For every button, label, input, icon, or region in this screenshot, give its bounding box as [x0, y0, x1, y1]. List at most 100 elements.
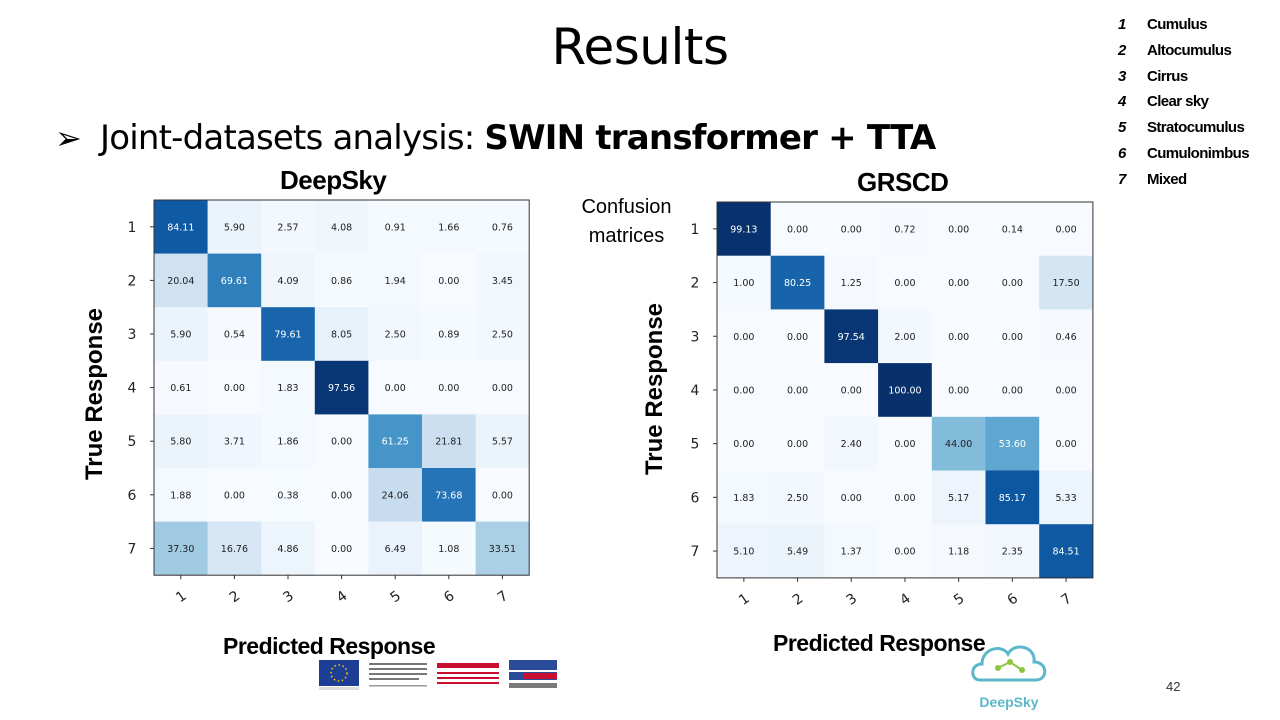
grscd-cell-value: 0.00 — [1055, 439, 1076, 450]
grscd-cell-value: 2.40 — [841, 439, 862, 450]
grscd-cell-value: 0.00 — [1055, 224, 1076, 235]
page-number: 42 — [1166, 679, 1181, 694]
grscd-y-tick-label: 7 — [691, 544, 700, 560]
grscd-cell-value: 0.00 — [841, 493, 862, 504]
deepsky-matrix-cell — [314, 253, 369, 308]
grscd-matrix-cell — [985, 309, 1040, 364]
grscd-matrix-cell — [824, 524, 879, 579]
deepsky-matrix-cell — [422, 200, 476, 254]
deepsky-matrix-cell — [314, 360, 369, 415]
grscd-matrix-cell — [824, 416, 879, 471]
deepsky-matrix-cell — [154, 360, 208, 415]
deepsky-cell-value: 0.00 — [331, 437, 352, 448]
grscd-cell-value: 1.83 — [733, 493, 754, 504]
deepsky-matrix-cell — [207, 307, 262, 362]
deepsky-cell-value: 61.25 — [382, 437, 409, 448]
legend-label: Cumulus — [1147, 16, 1208, 33]
grscd-cell-value: 5.49 — [787, 547, 808, 558]
grscd-cell-value: 0.00 — [787, 385, 808, 396]
grscd-matrix-cell — [985, 416, 1040, 471]
deepsky-matrix-cell — [368, 521, 423, 576]
deepsky-matrix-cell — [261, 360, 316, 415]
deepsky-matrix-cell — [475, 521, 530, 576]
grscd-x-axis-label: Predicted Response — [773, 630, 986, 656]
grscd-x-tick-label: 2 — [790, 591, 806, 609]
deepsky-cell-value: 1.08 — [438, 544, 459, 555]
grscd-cell-value: 0.00 — [841, 385, 862, 396]
deepsky-y-tick-label: 7 — [128, 541, 137, 557]
legend-number: 2 — [1118, 41, 1126, 59]
grscd-cell-value: 0.00 — [841, 224, 862, 235]
deepsky-cell-value: 79.61 — [274, 330, 301, 341]
grscd-cell-value: 0.00 — [948, 332, 969, 343]
deepsky-cell-value: 6.49 — [385, 544, 406, 555]
grscd-matrix-cell — [717, 470, 771, 525]
deepsky-matrix-cell — [261, 414, 316, 469]
deepsky-cell-value: 97.56 — [328, 383, 355, 394]
grscd-y-tick-label: 3 — [691, 329, 700, 345]
deepsky-cell-value: 0.38 — [277, 490, 298, 501]
deepsky-matrix-cell — [207, 200, 262, 254]
deepsky-y-tick-label: 2 — [128, 273, 137, 289]
grscd-matrix-cell — [717, 524, 771, 579]
grscd-matrix-cell — [770, 524, 825, 579]
grscd-cell-value: 0.00 — [894, 278, 915, 289]
legend-number: 4 — [1118, 93, 1126, 111]
grscd-x-tick-label: 7 — [1058, 591, 1074, 609]
bullet-bold-text: SWIN transformer + TTA — [484, 118, 936, 158]
grscd-cell-value: 5.33 — [1055, 493, 1076, 504]
grscd-cell-value: 0.00 — [787, 439, 808, 450]
grscd-confusion-matrix: 99.13 0.00 0.00 0.72 0.00 0.14 0.00 1.00 80.25 1.… — [691, 201, 1094, 609]
deepsky-matrix-cell — [207, 468, 262, 522]
deepsky-cell-value: 4.09 — [277, 276, 298, 287]
grscd-x-tick-label: 6 — [1005, 591, 1022, 609]
deepsky-cell-value: 5.90 — [224, 222, 245, 233]
grscd-matrix-cell — [878, 524, 933, 579]
deepsky-matrix-cell — [475, 468, 530, 522]
deepsky-cell-value: 0.00 — [492, 383, 513, 394]
grscd-matrix-cell — [1039, 524, 1094, 579]
grscd-x-tick-label: 1 — [736, 591, 752, 609]
deepsky-cell-value: 0.00 — [331, 544, 352, 555]
bullet-line: ➢ Joint-datasets analysis: SWIN transform… — [55, 118, 936, 158]
slide-title: Results — [551, 18, 729, 76]
grscd-y-tick-label: 2 — [691, 276, 700, 292]
grscd-cell-value: 80.25 — [784, 278, 811, 289]
grscd-matrix-cell — [878, 255, 933, 310]
grscd-matrix-cell — [770, 416, 825, 471]
deepsky-matrix-cell — [368, 200, 423, 254]
grscd-cell-value: 1.37 — [841, 547, 862, 558]
grscd-cell-value: 2.00 — [894, 332, 915, 343]
grscd-chart-title: GRSCD — [857, 167, 949, 197]
deepsky-cell-value: 21.81 — [435, 437, 462, 448]
grscd-x-tick-label: 3 — [844, 591, 860, 609]
deepsky-matrix-cell — [475, 360, 530, 415]
deepsky-chart-title: DeepSky — [280, 165, 387, 195]
deepsky-matrix-cell — [261, 307, 316, 362]
deepsky-cell-value: 2.50 — [492, 330, 513, 341]
deepsky-matrix-cell — [422, 253, 476, 308]
grscd-x-tick-label: 4 — [897, 591, 914, 609]
grscd-cell-value: 53.60 — [999, 439, 1026, 450]
grscd-matrix-cell — [878, 309, 933, 364]
grscd-matrix-cell — [931, 255, 986, 310]
grscd-matrix-cell — [1039, 363, 1094, 418]
grscd-cell-value: 17.50 — [1052, 278, 1079, 289]
grscd-matrix-cell — [717, 416, 771, 471]
deepsky-matrix-cell — [207, 253, 262, 308]
grscd-matrix-cell — [824, 255, 879, 310]
deepsky-cell-value: 0.00 — [438, 276, 459, 287]
deepsky-matrix-cell — [422, 360, 476, 415]
grscd-matrix-cell — [717, 255, 771, 310]
program-text-icon — [369, 663, 427, 687]
deepsky-matrix-cell — [154, 253, 208, 308]
deepsky-y-tick-label: 3 — [128, 327, 137, 343]
grscd-cell-value: 0.00 — [733, 332, 754, 343]
grscd-matrix-cell — [770, 255, 825, 310]
deepsky-matrix-cell — [154, 521, 208, 576]
grscd-matrix-cell — [824, 202, 879, 256]
deepsky-cell-value: 3.71 — [224, 437, 245, 448]
arrow-bullet-icon: ➢ — [55, 119, 82, 157]
legend-label: Cumulonimbus — [1147, 144, 1250, 162]
grscd-cell-value: 1.00 — [733, 278, 754, 289]
